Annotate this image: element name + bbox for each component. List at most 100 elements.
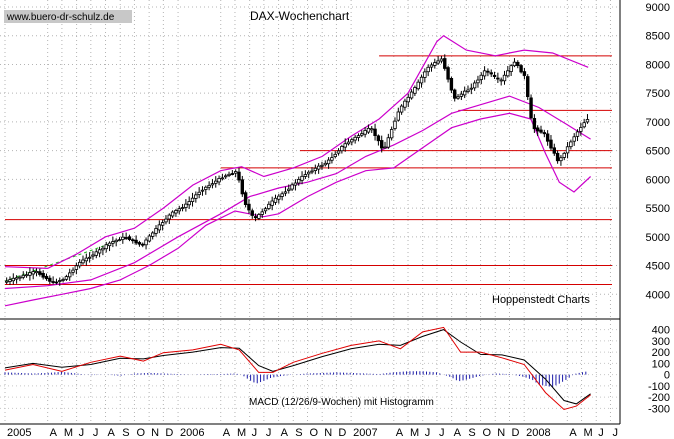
candle-body <box>356 135 361 138</box>
candle-body <box>330 157 334 161</box>
macd-histogram <box>4 371 587 387</box>
candle-body <box>81 259 85 264</box>
candle-body <box>194 194 198 199</box>
x-tick-label: M <box>584 427 593 439</box>
candle-body <box>562 152 566 158</box>
candle-body <box>535 127 540 132</box>
candle-body <box>250 210 254 216</box>
candle-body <box>204 186 208 190</box>
candle-body <box>532 118 537 130</box>
price-tick-label: 4500 <box>646 261 670 273</box>
candle-body <box>555 152 560 162</box>
x-tick-label: J <box>93 427 99 439</box>
candle-body <box>247 203 251 211</box>
candle-body <box>300 175 304 181</box>
candle-body <box>293 182 298 186</box>
candle-body <box>585 119 590 123</box>
candle-body <box>499 79 503 82</box>
x-tick-label: A <box>454 427 462 439</box>
price-chart-title: DAX-Wochenchart <box>250 9 350 23</box>
candle-body <box>290 184 294 190</box>
candle-body <box>84 257 89 262</box>
candle-body <box>545 133 550 142</box>
candle-body <box>8 279 12 282</box>
x-tick-label: J <box>612 427 618 439</box>
candle-body <box>393 120 397 129</box>
candle-body <box>34 271 39 274</box>
candle-body <box>526 76 530 98</box>
candle-body <box>436 60 440 64</box>
x-tick-label: M <box>237 427 246 439</box>
candle-body <box>482 70 487 77</box>
candle-body <box>51 281 55 283</box>
candle-body <box>68 272 72 278</box>
candle-body <box>502 74 507 82</box>
candle-body <box>64 276 69 280</box>
candle-body <box>516 61 520 66</box>
candle-body <box>243 192 248 206</box>
candle-body <box>380 140 384 149</box>
candle-body <box>94 251 98 256</box>
x-tick-label: O <box>136 427 145 439</box>
candle-body <box>164 218 168 223</box>
x-tick-label: J <box>598 427 604 439</box>
candle-body <box>542 132 547 135</box>
price-tick-label: 7000 <box>646 117 670 129</box>
candle-body <box>210 183 215 186</box>
x-tick-label: A <box>396 427 404 439</box>
candle-body <box>565 146 570 154</box>
x-tick-label: S <box>295 427 302 439</box>
x-tick-label: O <box>483 427 492 439</box>
macd-tick-label: -300 <box>648 403 670 415</box>
x-tick-label: D <box>511 427 519 439</box>
candle-body <box>14 277 19 280</box>
candle-body <box>363 130 367 135</box>
candle-body <box>31 271 35 275</box>
x-tick-label: A <box>50 427 58 439</box>
candle-body <box>114 239 118 243</box>
macd-tick-label: -200 <box>648 392 670 404</box>
candle-body <box>154 228 158 234</box>
x-tick-label: N <box>497 427 505 439</box>
candle-body <box>38 271 42 275</box>
candle-body <box>433 62 437 66</box>
candle-body <box>310 170 314 173</box>
candle-body <box>429 64 434 68</box>
candle-body <box>506 70 510 77</box>
candle-body <box>253 216 258 219</box>
candle-body <box>443 58 447 69</box>
candle-body <box>396 111 400 121</box>
candle-body <box>74 265 79 270</box>
candle-body <box>360 133 364 136</box>
candle-body <box>124 237 128 239</box>
x-tick-label: A <box>108 427 116 439</box>
price-tick-label: 7500 <box>646 88 670 100</box>
candle-body <box>439 58 444 62</box>
candle-body <box>107 242 112 247</box>
candle-body <box>147 235 152 242</box>
candle-body <box>340 146 344 152</box>
candle-body <box>227 173 231 176</box>
candle-body <box>144 239 148 246</box>
candle-body <box>449 78 454 91</box>
candle-body <box>406 96 410 103</box>
candle-body <box>170 211 175 217</box>
candle-body <box>134 239 138 244</box>
candle-body <box>446 67 450 80</box>
candle-body <box>4 280 9 283</box>
candle-body <box>539 129 543 133</box>
x-tick-label: 2005 <box>7 427 31 439</box>
x-tick-label: 2006 <box>180 427 204 439</box>
lower-band-line <box>4 112 592 307</box>
credit-text: Hoppenstedt Charts <box>492 294 590 306</box>
candle-body <box>370 128 374 131</box>
candle-body <box>167 214 171 220</box>
candle-body <box>207 184 211 188</box>
price-tick-label: 8000 <box>646 59 670 71</box>
candle-body <box>54 281 59 284</box>
candle-body <box>472 82 477 89</box>
candle-body <box>303 174 308 177</box>
candle-body <box>569 141 573 148</box>
candle-body <box>313 167 318 171</box>
candle-body <box>519 65 523 73</box>
